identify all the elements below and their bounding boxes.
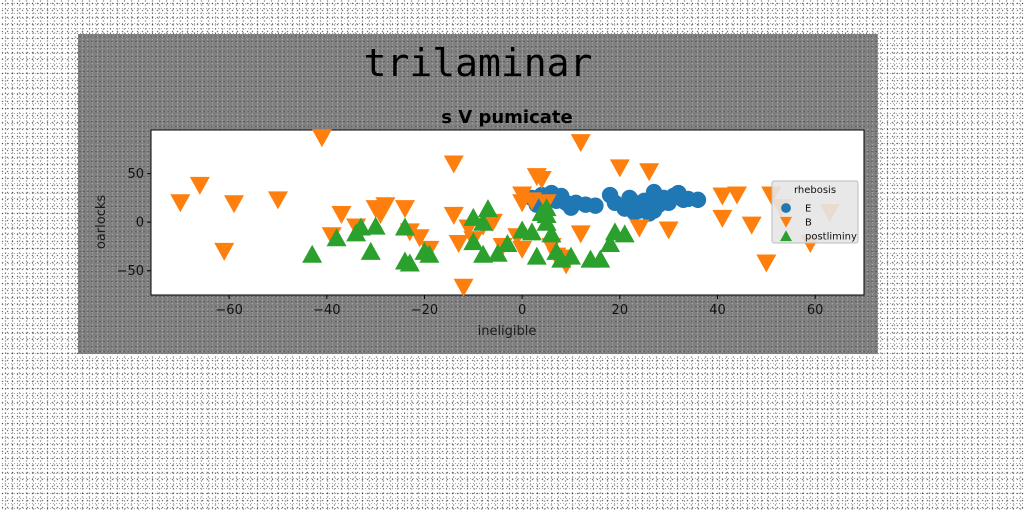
data-point	[350, 217, 371, 236]
data-point	[570, 134, 591, 153]
data-point	[419, 244, 440, 263]
y-tick-label: 50	[127, 167, 144, 182]
data-point	[189, 176, 210, 195]
chart-title: trilaminar	[364, 41, 593, 85]
data-point	[614, 224, 635, 243]
data-point	[689, 191, 707, 209]
data-point	[487, 243, 508, 262]
data-point	[448, 235, 469, 254]
x-tick-label: 20	[612, 303, 629, 318]
data-point	[331, 205, 352, 224]
x-axis: −60 −40 −20 0 20 40 60	[215, 295, 823, 318]
legend-marker	[780, 230, 792, 242]
data-point	[712, 187, 733, 206]
data-point	[626, 204, 643, 221]
data-point	[453, 278, 474, 297]
data-point	[477, 199, 498, 218]
data-point	[570, 225, 591, 244]
data-point	[512, 240, 533, 259]
data-point	[587, 197, 604, 214]
data-point	[658, 221, 679, 240]
data-point	[526, 246, 547, 265]
data-point	[443, 206, 464, 225]
y-tick-label: 0	[136, 216, 144, 231]
data-point	[756, 254, 777, 273]
x-axis-label: ineligible	[478, 324, 537, 339]
data-point	[512, 194, 533, 213]
legend-marker	[781, 203, 791, 213]
data-point	[409, 229, 430, 248]
data-point	[482, 213, 503, 232]
y-axis-label: oarlocks	[94, 195, 109, 250]
x-tick-label: 40	[709, 303, 726, 318]
data-point	[170, 194, 191, 213]
data-point	[712, 209, 733, 228]
data-point	[399, 253, 420, 272]
data-point	[639, 163, 660, 182]
y-axis: −50 0 50	[117, 167, 151, 279]
legend-box	[771, 180, 859, 244]
x-tick-label: −40	[313, 303, 340, 318]
data-point	[267, 191, 288, 210]
data-point	[311, 129, 332, 148]
x-tick-label: 0	[518, 303, 526, 318]
data-point	[302, 244, 323, 263]
legend-label: B	[805, 218, 812, 229]
data-point	[394, 200, 415, 219]
y-tick-label: −50	[117, 264, 144, 279]
plot-area	[150, 129, 865, 296]
data-point	[609, 159, 630, 178]
data-point	[463, 232, 484, 251]
x-tick-label: −60	[215, 303, 242, 318]
x-tick-label: 60	[807, 303, 824, 318]
data-point	[521, 222, 542, 241]
chart-figure: trilaminar s V pumicate −60 −40 −20 0 20 40 60…	[78, 34, 878, 354]
data-point	[443, 155, 464, 174]
data-point	[326, 228, 347, 247]
legend-label: postliminy	[805, 232, 857, 243]
data-marks	[170, 129, 840, 297]
legend-marker	[780, 216, 792, 228]
chart-subtitle: s V pumicate	[441, 107, 572, 128]
x-tick-label: −20	[411, 303, 438, 318]
data-point	[741, 216, 762, 235]
data-point	[541, 224, 562, 243]
data-point	[560, 246, 581, 265]
legend-label: E	[805, 204, 811, 215]
data-point	[536, 204, 557, 223]
data-point	[473, 244, 494, 263]
scatter-chart: trilaminar s V pumicate −60 −40 −20 0 20 40 60…	[94, 41, 865, 339]
data-point	[365, 216, 386, 235]
legend-title: rhebosis	[794, 185, 836, 196]
data-point	[214, 242, 235, 261]
data-point	[375, 197, 396, 216]
data-point	[531, 171, 552, 189]
data-point	[473, 212, 494, 231]
data-point	[727, 186, 748, 205]
data-point	[629, 219, 650, 238]
data-point	[360, 241, 381, 260]
data-point	[497, 234, 518, 253]
data-point	[600, 234, 621, 253]
data-point	[224, 195, 245, 214]
data-point	[394, 217, 415, 236]
data-point	[590, 249, 611, 268]
